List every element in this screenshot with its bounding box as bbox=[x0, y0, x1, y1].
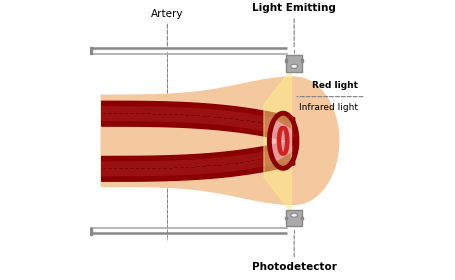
Text: Red light: Red light bbox=[311, 81, 357, 90]
Polygon shape bbox=[263, 69, 291, 213]
Polygon shape bbox=[285, 59, 287, 62]
Ellipse shape bbox=[290, 213, 297, 217]
Text: Photodetector: Photodetector bbox=[251, 235, 336, 272]
FancyBboxPatch shape bbox=[285, 210, 302, 226]
Polygon shape bbox=[300, 217, 302, 219]
Polygon shape bbox=[272, 119, 291, 163]
Text: Artery: Artery bbox=[151, 9, 183, 47]
Polygon shape bbox=[90, 228, 91, 235]
Text: Infrared light: Infrared light bbox=[298, 103, 357, 112]
FancyBboxPatch shape bbox=[285, 55, 302, 72]
Polygon shape bbox=[90, 47, 91, 54]
Polygon shape bbox=[285, 217, 287, 219]
Polygon shape bbox=[300, 59, 302, 62]
Ellipse shape bbox=[290, 64, 297, 68]
Polygon shape bbox=[101, 77, 338, 204]
Text: Light Emitting: Light Emitting bbox=[252, 3, 335, 47]
